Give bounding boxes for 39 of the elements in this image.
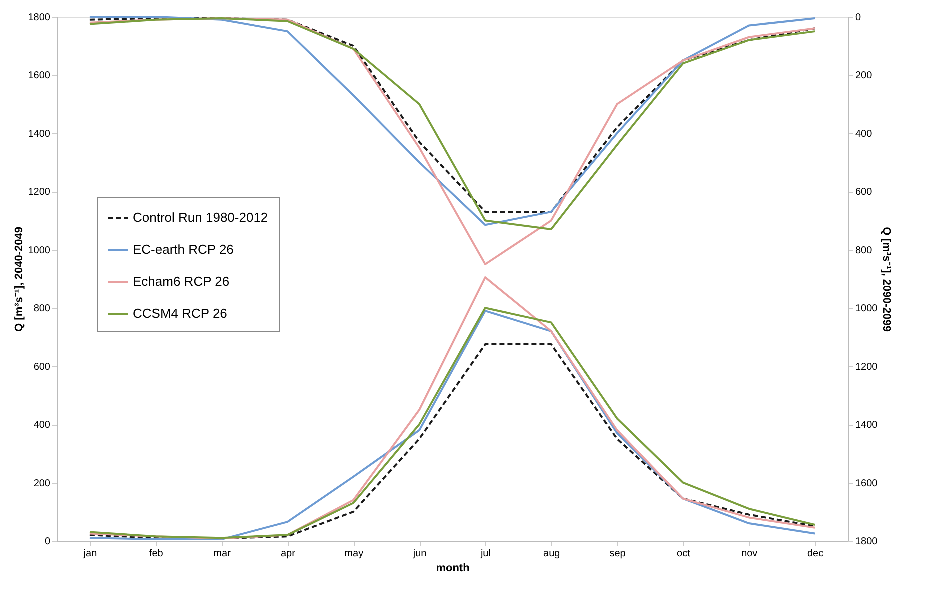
legend-label: Control Run 1980-2012	[133, 210, 268, 225]
x-tick-label: feb	[149, 548, 164, 560]
y2-tick-label: 0	[856, 12, 862, 24]
y2-tick-label: 1000	[856, 304, 878, 315]
x-axis-title: month	[436, 562, 470, 574]
y-tick-label: 1400	[28, 128, 51, 140]
x-tick-label: jan	[82, 548, 98, 560]
y2-tick-label: 1400	[856, 420, 878, 432]
y-axis-title: Q [m³s⁻¹], 2040-2049	[13, 227, 26, 332]
x-tick-label: sep	[610, 548, 626, 560]
y-tick-label: 1000	[28, 245, 51, 256]
y-tick-label: 200	[34, 478, 51, 490]
legend-label: Echam6 RCP 26	[133, 274, 230, 289]
y2-tick-label: 1200	[856, 362, 878, 373]
x-tick-label: jul	[480, 548, 491, 560]
y-tick-label: 1200	[28, 187, 51, 198]
x-tick-label: dec	[807, 548, 824, 560]
x-tick-label: mar	[214, 548, 232, 560]
y-tick-label: 1800	[28, 12, 51, 24]
legend-label: CCSM4 RCP 26	[133, 306, 228, 321]
y-tick-label: 800	[34, 304, 51, 315]
x-tick-label: apr	[280, 548, 296, 560]
y-tick-label: 600	[34, 362, 51, 373]
x-tick-label: aug	[544, 548, 560, 560]
y2-tick-label: 600	[856, 187, 873, 198]
y-tick-label: 400	[34, 420, 51, 432]
x-tick-label: jun	[412, 548, 427, 560]
y2-tick-label: 400	[856, 128, 873, 140]
y2-tick-label: 1600	[856, 478, 878, 490]
y-tick-label: 1600	[28, 70, 51, 82]
y2-axis-title: Q [m³s⁻¹], 2090-2099	[880, 227, 893, 332]
y2-tick-label: 1800	[856, 536, 878, 548]
y-tick-label: 0	[44, 536, 51, 548]
legend-label: EC-earth RCP 26	[133, 242, 234, 257]
y2-tick-label: 800	[856, 245, 873, 256]
x-tick-label: may	[344, 548, 364, 560]
y2-tick-label: 200	[856, 70, 873, 82]
x-tick-label: nov	[742, 548, 758, 560]
x-tick-label: oct	[677, 548, 691, 560]
